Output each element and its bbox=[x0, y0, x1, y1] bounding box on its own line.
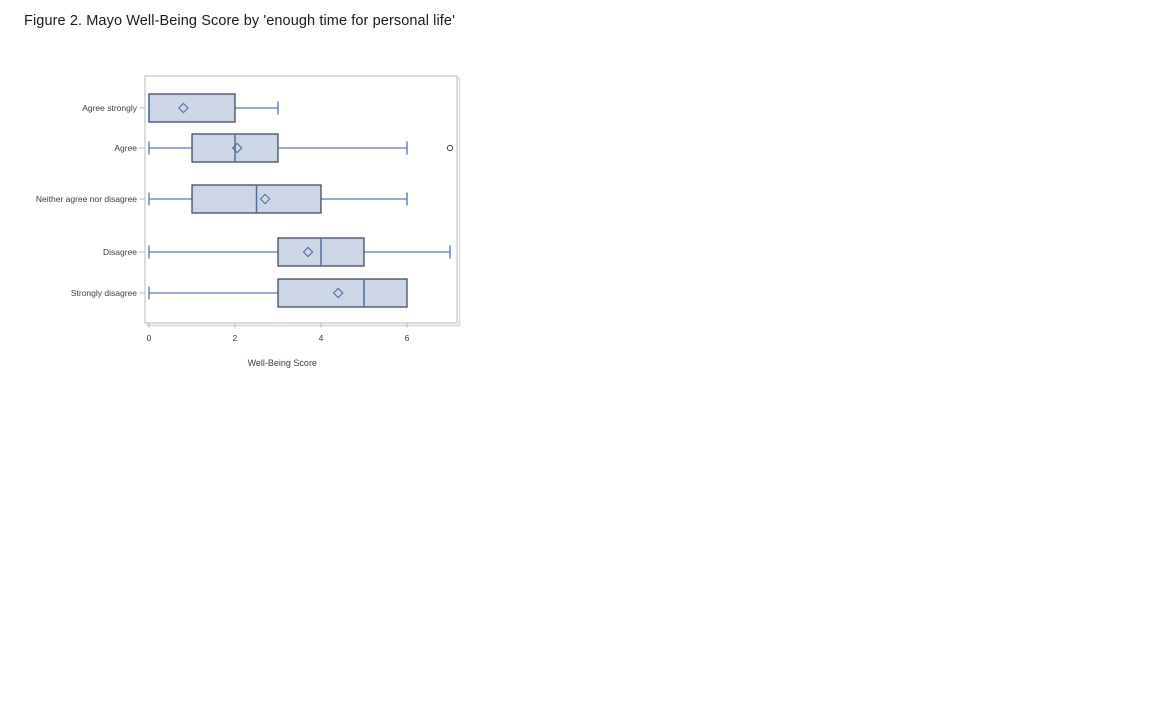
outlier-point bbox=[446, 144, 454, 152]
category-tick-label: Disagree bbox=[103, 247, 137, 257]
mean-diamond-icon bbox=[332, 287, 344, 299]
iqr-box bbox=[148, 93, 236, 123]
category-tick-label: Strongly disagree bbox=[71, 288, 137, 298]
category-tick-label: Agree strongly bbox=[82, 103, 138, 113]
x-tick-label: 2 bbox=[233, 333, 238, 343]
category-tick-label: Neither agree nor disagree bbox=[36, 194, 137, 204]
x-tick-label: 4 bbox=[319, 333, 324, 343]
mean-diamond-icon bbox=[302, 246, 314, 258]
mean-diamond-icon bbox=[178, 102, 189, 114]
x-axis-title: Well-Being Score bbox=[248, 358, 317, 368]
x-tick-label: 0 bbox=[147, 333, 152, 343]
figure-title: Figure 2. Mayo Well-Being Score by 'enou… bbox=[24, 13, 455, 29]
x-tick-label: 6 bbox=[405, 333, 410, 343]
category-tick-label: Agree bbox=[114, 143, 137, 153]
mean-diamond-icon bbox=[231, 142, 243, 154]
mean-diamond-icon bbox=[259, 193, 271, 205]
